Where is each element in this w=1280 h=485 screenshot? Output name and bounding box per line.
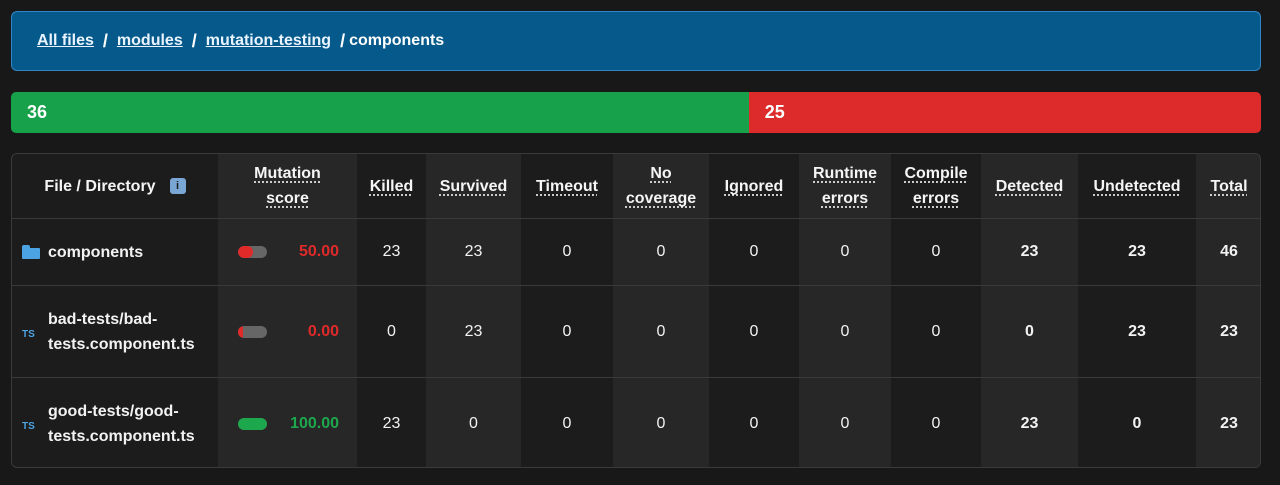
breadcrumb-link-mutation-testing[interactable]: mutation-testing — [205, 32, 332, 49]
compile-errors-cell: 0 — [931, 243, 941, 260]
table-row: components 50.00 23 23 0 0 0 0 0 23 23 — [12, 218, 1260, 286]
breadcrumb-current: components — [349, 32, 445, 49]
header-detected[interactable]: Detected — [981, 154, 1078, 219]
header-no-coverage[interactable]: No coverage — [613, 154, 709, 219]
detected-cell: 23 — [981, 218, 1078, 286]
row-name-cell: TS good-tests/good-tests.component.ts — [12, 378, 218, 468]
header-timeout[interactable]: Timeout — [536, 177, 598, 195]
breadcrumb-link-all-files[interactable]: All files — [37, 32, 94, 49]
header-total[interactable]: Total — [1196, 154, 1260, 219]
mutation-score-value: 50.00 — [298, 243, 339, 260]
table-row: TS bad-tests/bad-tests.component.ts 0.00… — [12, 285, 1260, 378]
row-name-cell: components — [12, 219, 218, 286]
timeout-cell: 0 — [562, 243, 572, 260]
score-progress-pill — [238, 246, 267, 258]
breadcrumb-separator: / — [191, 30, 197, 51]
no-coverage-cell: 0 — [613, 377, 709, 467]
no-coverage-cell: 0 — [613, 285, 709, 378]
row-name-link[interactable]: bad-tests/bad-tests.component.ts — [48, 310, 195, 353]
total-cell: 23 — [1196, 285, 1260, 378]
compile-errors-cell: 0 — [931, 414, 941, 432]
runtime-errors-cell: 0 — [799, 218, 891, 286]
header-runtime-errors[interactable]: Runtime errors — [799, 154, 891, 219]
ignored-cell: 0 — [749, 414, 759, 432]
row-name-link[interactable]: components — [48, 243, 144, 261]
timeout-cell: 0 — [562, 322, 572, 340]
breadcrumb-separator: / — [340, 30, 346, 51]
folder-icon — [22, 245, 40, 259]
no-coverage-cell: 0 — [613, 218, 709, 286]
typescript-file-icon: TS — [22, 329, 35, 340]
undetected-cell: 23 — [1128, 322, 1146, 340]
progress-killed-segment: 36 — [11, 92, 749, 133]
header-undetected[interactable]: Undetected — [1093, 177, 1181, 195]
progress-survived-segment: 25 — [748, 92, 1261, 133]
survived-cell: 23 — [426, 285, 521, 378]
timeout-cell: 0 — [562, 414, 572, 432]
row-name-cell: TS bad-tests/bad-tests.component.ts — [12, 286, 218, 378]
breadcrumb-link-modules[interactable]: modules — [116, 32, 183, 49]
row-name-link[interactable]: good-tests/good-tests.component.ts — [48, 402, 195, 445]
runtime-errors-cell: 0 — [799, 377, 891, 467]
detected-cell: 23 — [981, 377, 1078, 467]
mutation-score-cell: 0.00 — [218, 285, 357, 378]
progress-survived-count: 25 — [764, 102, 785, 122]
mutation-score-cell: 100.00 — [218, 377, 357, 467]
killed-cell: 23 — [382, 243, 401, 260]
runtime-errors-cell: 0 — [799, 285, 891, 378]
mutation-table: File / Directory i Mutation score Killed S… — [11, 153, 1261, 468]
detected-cell: 0 — [981, 285, 1078, 378]
mutation-score-cell: 50.00 — [218, 218, 357, 286]
total-cell: 46 — [1196, 218, 1260, 286]
killed-cell: 23 — [382, 414, 401, 432]
undetected-cell: 23 — [1128, 243, 1146, 260]
survived-cell: 0 — [426, 377, 521, 467]
progress-killed-count: 36 — [27, 102, 48, 122]
mutation-score-value: 100.00 — [290, 414, 339, 432]
survived-cell: 23 — [426, 218, 521, 286]
typescript-file-icon: TS — [22, 421, 35, 432]
table-row: TS good-tests/good-tests.component.ts 10… — [12, 377, 1260, 468]
ignored-cell: 0 — [749, 322, 759, 340]
header-compile-errors[interactable]: Compile errors — [904, 165, 968, 207]
killed-cell: 0 — [387, 322, 396, 340]
table-header-row: File / Directory i Mutation score Killed S… — [12, 154, 1260, 219]
header-killed[interactable]: Killed — [369, 177, 414, 195]
header-survived[interactable]: Survived — [426, 154, 521, 219]
header-file-directory: File / Directory i — [12, 154, 218, 219]
mutation-score-value: 0.00 — [307, 322, 339, 340]
breadcrumb-separator: / — [102, 30, 108, 51]
header-mutation-score[interactable]: Mutation score — [218, 154, 357, 219]
score-progress-pill — [238, 417, 267, 430]
header-ignored[interactable]: Ignored — [724, 177, 784, 195]
mutation-progress-bar: 36 25 — [11, 92, 1261, 133]
undetected-cell: 0 — [1132, 414, 1142, 432]
compile-errors-cell: 0 — [931, 322, 941, 340]
total-cell: 23 — [1196, 377, 1260, 467]
breadcrumb: All files / modules / mutation-testing /… — [11, 11, 1261, 71]
score-progress-pill — [238, 325, 267, 338]
info-icon[interactable]: i — [169, 178, 186, 195]
ignored-cell: 0 — [749, 243, 759, 260]
